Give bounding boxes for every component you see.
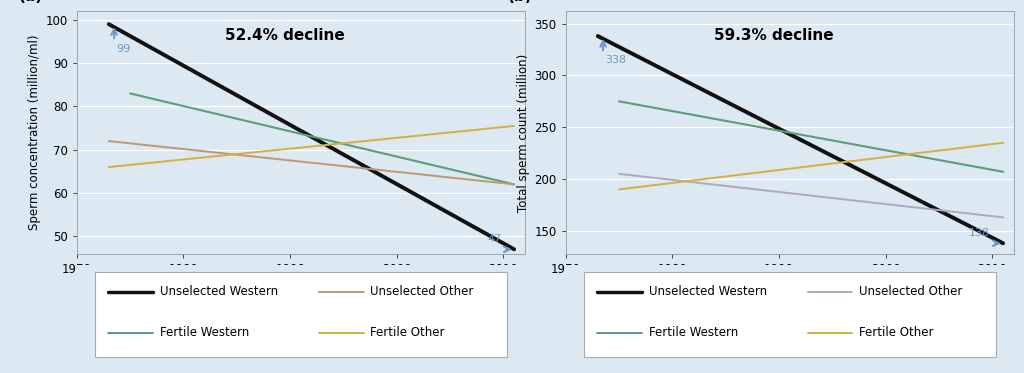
Text: Unselected Other: Unselected Other <box>371 285 474 298</box>
Y-axis label: Total sperm count (million): Total sperm count (million) <box>517 53 530 211</box>
Text: Fertile Western: Fertile Western <box>648 326 738 339</box>
Text: Unselected Western: Unselected Western <box>160 285 278 298</box>
Text: 138: 138 <box>969 228 990 238</box>
Y-axis label: Sperm concentration (million/ml): Sperm concentration (million/ml) <box>29 35 41 230</box>
Text: Unselected Other: Unselected Other <box>859 285 963 298</box>
Text: Unselected Western: Unselected Western <box>648 285 767 298</box>
Text: 59.3% decline: 59.3% decline <box>714 28 834 43</box>
Text: 338: 338 <box>605 56 627 65</box>
Bar <box>584 272 995 357</box>
Text: (a): (a) <box>18 0 43 4</box>
X-axis label: Year of sample collection: Year of sample collection <box>716 280 863 293</box>
Text: 52.4% decline: 52.4% decline <box>224 28 344 43</box>
X-axis label: Year of sample collection: Year of sample collection <box>227 280 375 293</box>
Text: 99: 99 <box>117 44 131 54</box>
Bar <box>94 272 507 357</box>
Text: Fertile Other: Fertile Other <box>859 326 934 339</box>
Text: 47: 47 <box>487 235 501 244</box>
Text: Fertile Other: Fertile Other <box>371 326 444 339</box>
Text: Fertile Western: Fertile Western <box>160 326 249 339</box>
Text: (b): (b) <box>508 0 532 4</box>
